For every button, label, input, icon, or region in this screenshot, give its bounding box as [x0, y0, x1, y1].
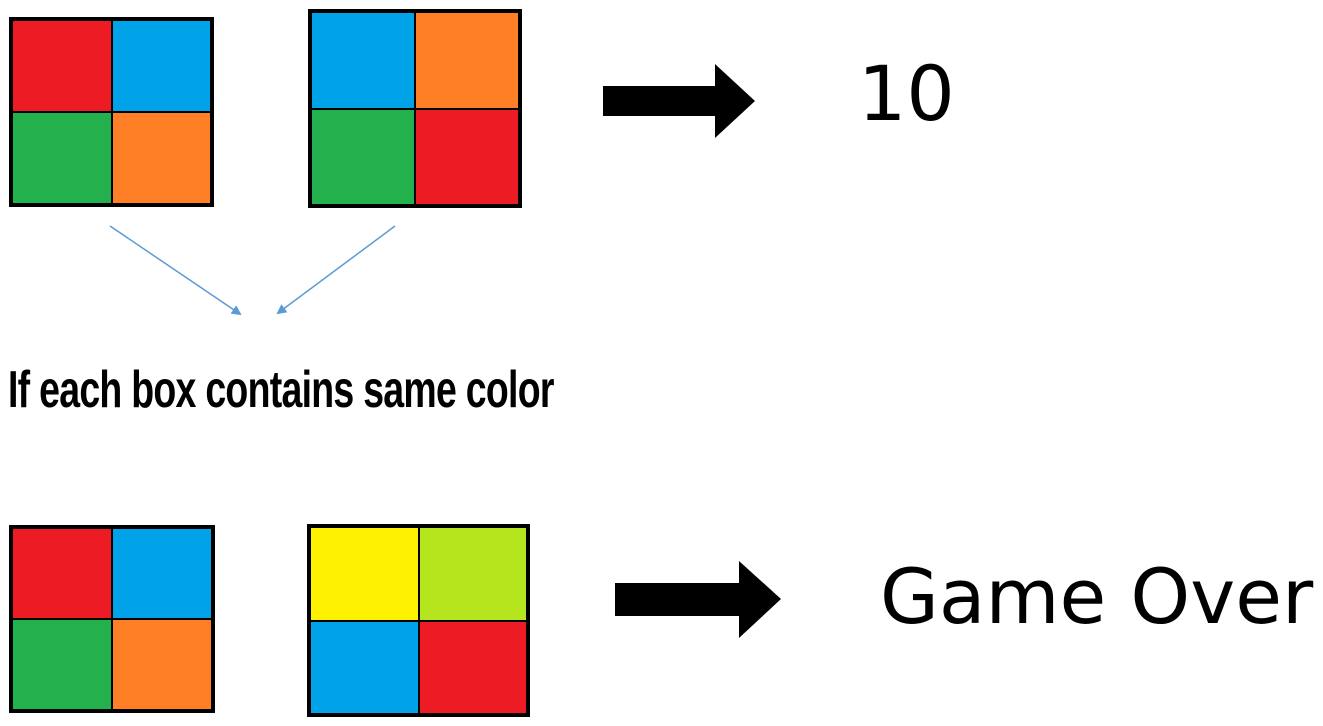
condition-caption: If each box contains same color — [8, 361, 554, 419]
score-value: 10 — [858, 49, 955, 138]
top-left-grid-cell-4 — [111, 112, 211, 204]
left-connector-arrow — [109, 225, 242, 316]
top-right-grid-cell-1 — [311, 12, 415, 109]
top-right-grid-cell-3 — [311, 108, 415, 205]
bottom-left-color-grid — [9, 525, 215, 713]
top-left-color-grid — [9, 17, 214, 207]
bottom-left-grid-cell-4 — [112, 619, 212, 710]
bottom-right-grid-cell-1 — [310, 527, 419, 621]
bottom-left-grid-cell-2 — [112, 528, 212, 619]
bottom-left-grid-cell-1 — [12, 528, 112, 619]
bottom-left-grid-cell-3 — [12, 619, 112, 710]
right-arrow-icon — [615, 561, 781, 638]
game-over-label: Game Over — [880, 552, 1314, 641]
right-arrow-icon — [603, 64, 755, 138]
top-left-grid-cell-1 — [12, 20, 112, 112]
right-connector-arrow — [276, 225, 396, 315]
top-right-grid-cell-4 — [415, 108, 519, 205]
bottom-right-color-grid — [307, 524, 530, 717]
bottom-right-grid-cell-4 — [418, 620, 527, 714]
top-left-grid-cell-2 — [111, 20, 211, 112]
top-right-grid-cell-2 — [415, 12, 519, 109]
top-right-color-grid — [308, 9, 522, 208]
bottom-right-grid-cell-3 — [310, 620, 419, 714]
bottom-right-grid-cell-2 — [418, 527, 527, 621]
top-left-grid-cell-3 — [12, 112, 112, 204]
